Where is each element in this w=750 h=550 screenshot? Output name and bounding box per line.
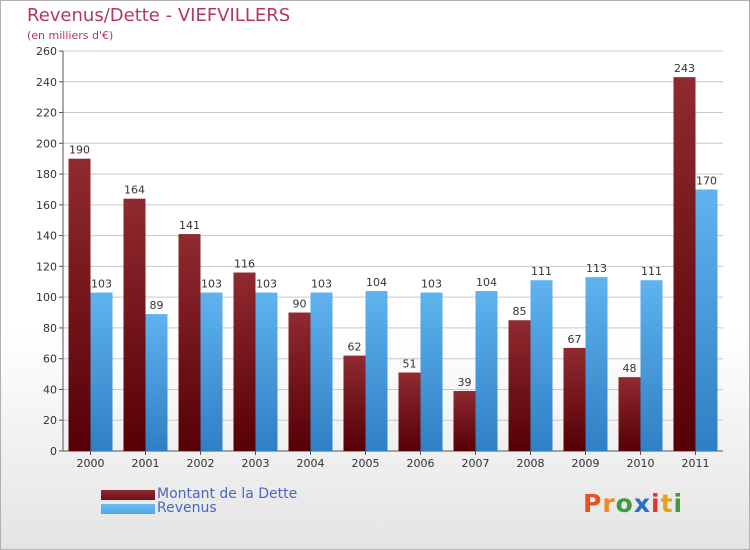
data-label-revenus-2006: 103 xyxy=(421,278,442,291)
y-tick-label-100: 100 xyxy=(36,291,57,304)
data-label-revenus-2002: 103 xyxy=(201,278,222,291)
data-label-dette-2007: 39 xyxy=(458,376,472,389)
x-tick-label-2003: 2003 xyxy=(242,457,270,470)
bar-revenus-2010 xyxy=(640,280,663,451)
logo-letter: x xyxy=(633,489,651,518)
data-label-dette-2004: 90 xyxy=(293,298,307,311)
bar-revenus-2006 xyxy=(420,292,443,451)
proxiti-logo: Proxiti xyxy=(583,489,683,518)
y-tick-label-200: 200 xyxy=(36,137,57,150)
bar-revenus-2000 xyxy=(90,292,113,451)
bar-dette-2011 xyxy=(673,77,696,452)
logo-letter: i xyxy=(651,489,661,518)
bar-dette-2008 xyxy=(508,320,531,451)
bar-dette-2010 xyxy=(618,377,641,451)
data-label-dette-2011: 243 xyxy=(674,62,695,75)
data-label-dette-2008: 85 xyxy=(513,305,527,318)
x-tick-label-2002: 2002 xyxy=(187,457,215,470)
data-label-dette-2001: 164 xyxy=(124,184,145,197)
bar-revenus-2009 xyxy=(585,277,608,451)
bar-revenus-2011 xyxy=(695,189,718,451)
y-tick-label-80: 80 xyxy=(43,322,57,335)
bar-dette-2001 xyxy=(123,198,146,451)
y-tick-label-60: 60 xyxy=(43,353,57,366)
bar-revenus-2007 xyxy=(475,291,498,451)
y-tick-label-20: 20 xyxy=(43,414,57,427)
data-label-dette-2002: 141 xyxy=(179,219,200,232)
logo-letter: t xyxy=(660,489,674,518)
x-tick-label-2001: 2001 xyxy=(132,457,160,470)
y-tick-label-0: 0 xyxy=(50,445,57,458)
bar-revenus-2001 xyxy=(145,314,168,451)
bar-dette-2007 xyxy=(453,391,476,451)
bar-revenus-2005 xyxy=(365,291,388,451)
y-tick-label-260: 260 xyxy=(36,45,57,58)
logo-letter: P xyxy=(583,489,603,518)
data-label-dette-2006: 51 xyxy=(403,358,417,371)
data-label-revenus-2008: 111 xyxy=(531,265,552,278)
x-tick-label-2011: 2011 xyxy=(682,457,710,470)
bar-dette-2003 xyxy=(233,272,256,451)
data-label-dette-2003: 116 xyxy=(234,258,255,271)
bar-revenus-2008 xyxy=(530,280,553,451)
bar-revenus-2004 xyxy=(310,292,333,451)
x-tick-label-2005: 2005 xyxy=(352,457,380,470)
bar-revenus-2003 xyxy=(255,292,278,451)
y-tick-label-240: 240 xyxy=(36,76,57,89)
data-label-revenus-2004: 103 xyxy=(311,278,332,291)
chart-title: Revenus/Dette - VIEFVILLERS xyxy=(27,5,291,26)
legend-label-revenus: Revenus xyxy=(157,500,217,516)
bar-dette-2000 xyxy=(68,158,91,451)
x-tick-label-2009: 2009 xyxy=(572,457,600,470)
x-tick-label-2010: 2010 xyxy=(627,457,655,470)
bar-dette-2002 xyxy=(178,234,201,451)
data-label-revenus-2003: 103 xyxy=(256,278,277,291)
y-tick-label-120: 120 xyxy=(36,260,57,273)
data-label-revenus-2009: 113 xyxy=(586,262,607,275)
legend-swatch-revenus xyxy=(101,504,155,514)
data-label-dette-2009: 67 xyxy=(568,333,582,346)
bar-revenus-2002 xyxy=(200,292,223,451)
x-tick-label-2000: 2000 xyxy=(77,457,105,470)
y-tick-label-160: 160 xyxy=(36,199,57,212)
bar-dette-2006 xyxy=(398,372,421,451)
legend-label-dette: Montant de la Dette xyxy=(157,486,298,502)
bar-dette-2004 xyxy=(288,312,311,451)
y-tick-label-140: 140 xyxy=(36,230,57,243)
bar-dette-2005 xyxy=(343,355,366,451)
data-label-dette-2000: 190 xyxy=(69,144,90,157)
x-tick-label-2004: 2004 xyxy=(297,457,325,470)
data-label-dette-2010: 48 xyxy=(623,362,637,375)
logo-letter: r xyxy=(602,489,616,518)
x-tick-label-2006: 2006 xyxy=(407,457,435,470)
y-tick-label-220: 220 xyxy=(36,107,57,120)
legend-swatch-dette xyxy=(101,490,155,500)
data-label-revenus-2010: 111 xyxy=(641,265,662,278)
data-label-revenus-2007: 104 xyxy=(476,276,497,289)
data-label-revenus-2005: 104 xyxy=(366,276,387,289)
x-tick-label-2007: 2007 xyxy=(462,457,490,470)
data-label-revenus-2011: 170 xyxy=(696,174,717,187)
x-tick-label-2008: 2008 xyxy=(517,457,545,470)
y-tick-label-180: 180 xyxy=(36,168,57,181)
logo-letter: i xyxy=(673,489,684,518)
chart-subtitle: (en milliers d'€) xyxy=(27,29,114,42)
data-label-revenus-2000: 103 xyxy=(91,278,112,291)
bar-dette-2009 xyxy=(563,347,586,451)
logo-letter: o xyxy=(615,489,634,518)
data-label-dette-2005: 62 xyxy=(348,341,362,354)
y-tick-label-40: 40 xyxy=(43,383,57,396)
data-label-revenus-2001: 89 xyxy=(150,299,164,312)
